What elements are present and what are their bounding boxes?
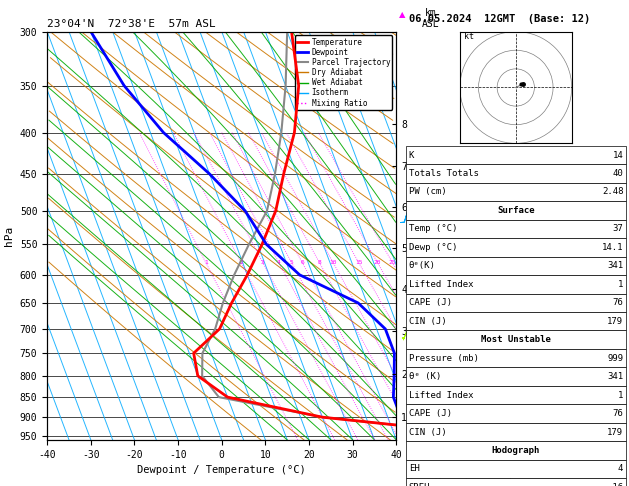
- Text: Hodograph: Hodograph: [492, 446, 540, 455]
- Legend: Temperature, Dewpoint, Parcel Trajectory, Dry Adiabat, Wet Adiabat, Isotherm, Mi: Temperature, Dewpoint, Parcel Trajectory…: [295, 35, 392, 110]
- Text: 40: 40: [613, 169, 623, 178]
- Text: EH: EH: [409, 465, 420, 473]
- Text: CAPE (J): CAPE (J): [409, 298, 452, 307]
- Text: CAPE (J): CAPE (J): [409, 409, 452, 418]
- Text: K: K: [409, 151, 415, 159]
- Text: Totals Totals: Totals Totals: [409, 169, 479, 178]
- Text: 76: 76: [613, 409, 623, 418]
- Y-axis label: hPa: hPa: [4, 226, 14, 246]
- Text: CIN (J): CIN (J): [409, 428, 447, 436]
- Text: Dewp (°C): Dewp (°C): [409, 243, 457, 252]
- X-axis label: Dewpoint / Temperature (°C): Dewpoint / Temperature (°C): [137, 465, 306, 475]
- Text: PW (cm): PW (cm): [409, 188, 447, 196]
- Text: 6: 6: [301, 260, 304, 265]
- Text: kt: kt: [464, 32, 474, 41]
- Text: 14: 14: [613, 151, 623, 159]
- Text: CIN (J): CIN (J): [409, 317, 447, 326]
- Text: θᵉ (K): θᵉ (K): [409, 372, 441, 381]
- Text: 25: 25: [389, 260, 396, 265]
- Text: 1: 1: [204, 260, 208, 265]
- Text: Surface: Surface: [497, 206, 535, 215]
- Text: 10: 10: [330, 260, 337, 265]
- Text: Most Unstable: Most Unstable: [481, 335, 551, 344]
- Text: 8: 8: [318, 260, 321, 265]
- Text: 2.48: 2.48: [602, 188, 623, 196]
- Text: 20: 20: [374, 260, 381, 265]
- Text: 341: 341: [607, 372, 623, 381]
- Text: 76: 76: [613, 298, 623, 307]
- Text: 179: 179: [607, 428, 623, 436]
- Text: Lifted Index: Lifted Index: [409, 391, 474, 399]
- Text: Mixing Ratio (g/kg): Mixing Ratio (g/kg): [452, 249, 460, 345]
- Text: 999: 999: [607, 354, 623, 363]
- Text: 37: 37: [613, 225, 623, 233]
- Text: 4: 4: [277, 260, 281, 265]
- Text: 23°04'N  72°38'E  57m ASL: 23°04'N 72°38'E 57m ASL: [47, 19, 216, 30]
- Text: Lifted Index: Lifted Index: [409, 280, 474, 289]
- Text: θᵉ(K): θᵉ(K): [409, 261, 436, 270]
- Text: -16: -16: [607, 483, 623, 486]
- Text: 15: 15: [355, 260, 363, 265]
- Text: 2: 2: [240, 260, 243, 265]
- Text: SREH: SREH: [409, 483, 430, 486]
- Text: Pressure (mb): Pressure (mb): [409, 354, 479, 363]
- Text: 5: 5: [290, 260, 294, 265]
- Text: 4: 4: [618, 465, 623, 473]
- Text: 3: 3: [261, 260, 265, 265]
- Text: Temp (°C): Temp (°C): [409, 225, 457, 233]
- Text: 1: 1: [618, 391, 623, 399]
- Text: 14.1: 14.1: [602, 243, 623, 252]
- Text: km
ASL: km ASL: [422, 8, 440, 29]
- Text: ▲: ▲: [399, 10, 406, 19]
- Text: 341: 341: [607, 261, 623, 270]
- Text: © weatheronline.co.uk: © weatheronline.co.uk: [409, 477, 514, 486]
- Text: 1: 1: [618, 280, 623, 289]
- Text: 179: 179: [607, 317, 623, 326]
- Text: 06.05.2024  12GMT  (Base: 12): 06.05.2024 12GMT (Base: 12): [409, 14, 590, 24]
